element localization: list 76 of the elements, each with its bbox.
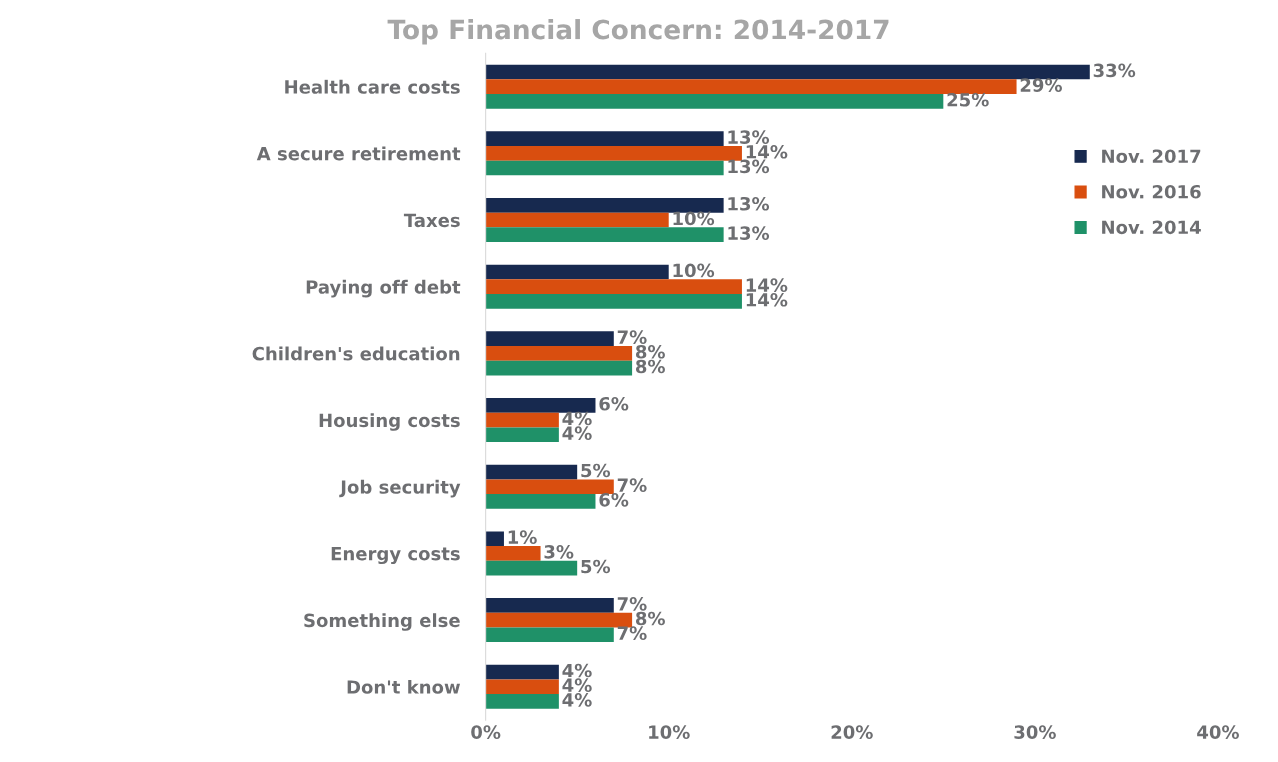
legend-label: Nov. 2016: [1102, 184, 1201, 199]
y-tick-label: Health care costs: [285, 79, 460, 94]
bar: [485, 64, 1090, 80]
bar: [485, 331, 614, 347]
x-tick-label: 20%: [831, 725, 873, 739]
y-tick-label: Something else: [304, 613, 460, 631]
y-tick-label: Housing costs: [319, 413, 460, 431]
bar: [485, 627, 614, 643]
bar: [485, 360, 633, 376]
data-label: 10%: [673, 263, 715, 278]
y-tick-label: Energy costs: [331, 547, 460, 565]
y-tick-label: A secure retirement: [256, 146, 461, 161]
data-label: 4%: [562, 678, 592, 692]
data-label: 7%: [617, 626, 647, 640]
y-tick-label: Paying off debt: [306, 279, 461, 298]
data-label: 4%: [562, 663, 592, 678]
data-label: 13%: [728, 159, 770, 174]
data-label: 25%: [947, 92, 989, 107]
data-label: 13%: [728, 130, 770, 144]
data-label: 13%: [728, 226, 770, 240]
x-tick-label: 10%: [649, 725, 690, 739]
x-tick-label: 30%: [1014, 725, 1056, 739]
bar: [485, 160, 724, 176]
data-label: 29%: [1020, 78, 1062, 92]
bar: [485, 598, 614, 613]
bar: [485, 227, 724, 243]
data-label: 1%: [508, 530, 537, 544]
bar: [485, 427, 559, 443]
bar: [485, 412, 559, 428]
bar: [485, 398, 596, 413]
bar: [485, 679, 559, 695]
data-label: 13%: [728, 196, 770, 211]
bar: [485, 531, 504, 547]
bar: [485, 546, 541, 561]
data-label: 3%: [544, 544, 574, 559]
bar: [485, 346, 633, 361]
bar: [485, 294, 742, 309]
data-label: 5%: [581, 463, 611, 478]
legend-label: Nov. 2017: [1102, 149, 1201, 164]
bar: [485, 694, 559, 709]
chart-title: Top Financial Concern: 2014-2017: [387, 19, 889, 45]
data-label: 33%: [1093, 63, 1136, 78]
data-label: 7%: [617, 330, 647, 344]
bar: [485, 131, 724, 147]
bar: [485, 494, 596, 509]
x-tick-label: 40%: [1197, 725, 1239, 739]
data-label: 10%: [673, 211, 715, 226]
legend-label: Nov. 2014: [1102, 220, 1201, 235]
y-tick-label: Don't know: [347, 679, 461, 694]
x-tick-label: 0%: [471, 725, 501, 739]
data-label: 5%: [581, 559, 611, 574]
bar: [485, 264, 669, 280]
data-label: 4%: [562, 411, 592, 426]
bar: [485, 664, 559, 680]
data-label: 7%: [617, 478, 647, 492]
data-label: 14%: [746, 144, 788, 159]
data-label: 4%: [562, 693, 592, 707]
data-label: 8%: [635, 344, 665, 359]
data-label: 4%: [562, 426, 592, 440]
data-label: 14%: [746, 292, 788, 307]
data-label: 14%: [746, 278, 788, 292]
data-label: 7%: [617, 596, 647, 611]
bar: [485, 279, 742, 295]
data-label: 8%: [635, 611, 665, 626]
data-label: 8%: [635, 359, 665, 374]
bar: [485, 464, 578, 480]
bar: [485, 198, 724, 213]
bar: [485, 212, 669, 228]
y-tick-label: Job security: [339, 479, 461, 498]
bar: [485, 94, 944, 109]
data-label: 6%: [599, 396, 629, 411]
y-tick-label: Taxes: [403, 213, 460, 228]
y-tick-label: Children's education: [252, 346, 460, 361]
bar: [485, 79, 1017, 95]
data-label: 6%: [599, 492, 629, 507]
bar: [485, 560, 578, 576]
